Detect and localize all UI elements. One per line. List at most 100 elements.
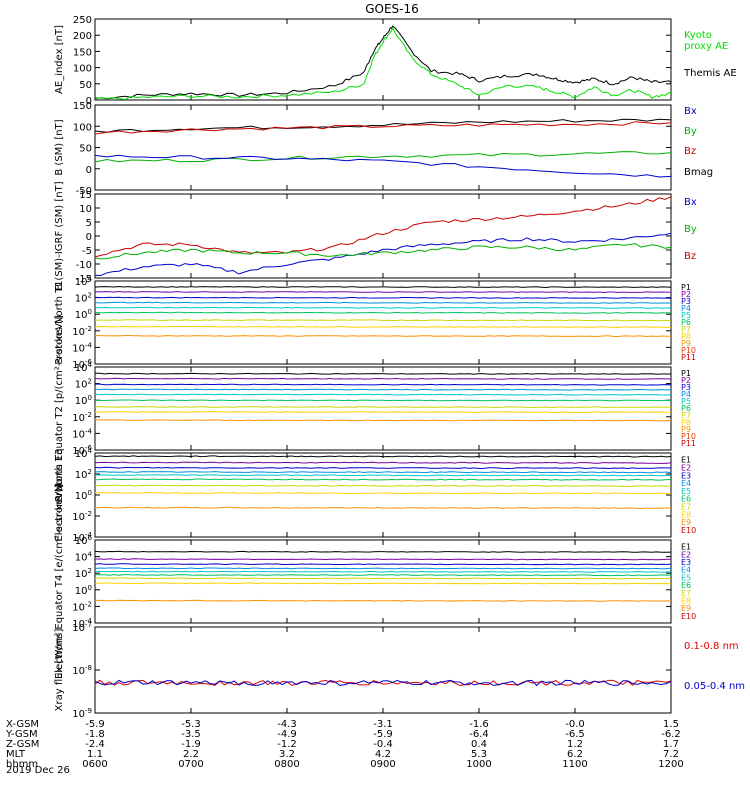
x-row-value: 1.7 — [663, 739, 679, 750]
y-axis-label: Electrons North T3 — [54, 448, 65, 541]
y-axis-label: Protons North T1 — [54, 280, 65, 364]
y-tick-exponent: 0 — [88, 584, 92, 592]
x-row-value: 0900 — [370, 759, 395, 770]
x-row-value: 1.2 — [567, 739, 583, 750]
flux-line-8 — [94, 491, 672, 495]
x-row-value: -5.3 — [181, 719, 201, 730]
panel-frame — [94, 18, 672, 101]
panel-1: 0 50 100 150 200 250 AE_index [nT] Kyoto proxy A… — [54, 15, 737, 107]
x-row-value: 6.2 — [567, 749, 583, 760]
legend-entry: E10 — [681, 526, 696, 535]
x-row-value: -0.4 — [373, 739, 393, 750]
legend-entry: P6 — [681, 318, 691, 327]
y-tick-label: 102 — [75, 378, 92, 391]
legend-entry: P11 — [681, 439, 696, 448]
y-tick-label: 5 — [86, 218, 92, 229]
legend-entry: E1 — [681, 543, 691, 552]
y-tick-exponent: -8 — [85, 664, 92, 672]
y-tick-label: 10-7 — [72, 621, 92, 634]
legend-line: proxy AE — [684, 41, 728, 52]
flux-line-2 — [94, 461, 672, 464]
y-tick-exponent: 2 — [88, 567, 92, 575]
y-tick-label: 102 — [75, 567, 92, 580]
figure-title: GOES-16 — [365, 2, 419, 16]
legend-entry: E7 — [681, 502, 691, 511]
y-tick-label: 50 — [79, 80, 92, 91]
flux-line-9 — [94, 419, 672, 422]
y-tick-exponent: -9 — [85, 707, 92, 715]
legend-entry: E6 — [681, 495, 691, 504]
legend-entry: E8 — [681, 510, 691, 519]
y-tick-label: -15 — [76, 274, 92, 285]
x-row-value: 0600 — [82, 759, 107, 770]
y-tick-label: 10-2 — [72, 325, 92, 338]
x-row-value: -1.6 — [469, 719, 489, 730]
y-tick-label: 50 — [79, 144, 92, 155]
series-line-bx — [94, 154, 672, 178]
flux-line-1 — [94, 679, 672, 686]
legend-entry: E3 — [681, 471, 691, 480]
y-tick-label: 100 — [75, 489, 92, 502]
y-tick-label: 100 — [73, 64, 92, 75]
panel-frame — [94, 280, 672, 365]
flux-line-8 — [94, 411, 672, 414]
x-row-value: 0800 — [274, 759, 299, 770]
x-row-value: -2.4 — [85, 739, 105, 750]
legend-entry: 0.1-0.8 nm — [684, 641, 739, 652]
y-tick-exponent: -4 — [85, 341, 93, 349]
legend-entry: P7 — [681, 325, 691, 334]
series-line-by — [94, 242, 672, 260]
y-tick-label: 100 — [73, 122, 92, 133]
legend-entry: P1 — [681, 283, 691, 292]
legend-entry: E2 — [681, 463, 691, 472]
flux-line-1 — [95, 372, 672, 375]
y-tick-exponent: -2 — [85, 411, 92, 419]
y-tick-exponent: 4 — [88, 361, 93, 369]
x-row-value: 5.3 — [471, 749, 487, 760]
legend-entry: P3 — [681, 383, 691, 392]
legend-entry: E8 — [681, 597, 691, 606]
y-tick-label: 104 — [75, 361, 93, 374]
x-row-value: 2.2 — [183, 749, 199, 760]
legend-entry: By — [684, 126, 697, 137]
x-row-value: -4.3 — [277, 719, 297, 730]
flux-line-1 — [94, 455, 672, 458]
y-tick-label: 10-2 — [72, 411, 92, 424]
legend-entry: Bx — [684, 197, 697, 208]
legend-entry: P3 — [681, 297, 691, 306]
series-line-by — [94, 151, 672, 163]
y-axis-label: Electrons Equator T4 [e/(cm²-s-sr-keV)] — [54, 484, 65, 679]
flux-line-6 — [94, 311, 672, 314]
flux-line-4 — [94, 567, 672, 570]
legend-entry: P8 — [681, 332, 691, 341]
legend-entry: E3 — [681, 558, 691, 567]
x-row-value: 0.4 — [471, 739, 487, 750]
y-tick-exponent: 0 — [88, 489, 92, 497]
flux-line-3 — [94, 466, 672, 470]
x-row-value: -5.9 — [373, 729, 393, 740]
x-row-label: X-GSM — [6, 719, 39, 730]
legend-entry: Bx — [684, 106, 697, 117]
y-tick-label: 10-8 — [72, 664, 92, 677]
legend-entry: P2 — [681, 290, 691, 299]
flux-line-9 — [95, 599, 672, 602]
x-row-label: MLT — [6, 749, 26, 760]
legend-entry: E4 — [681, 566, 691, 575]
flux-line-9 — [94, 506, 672, 510]
y-tick-exponent: 4 — [88, 551, 93, 559]
legend-entry: E2 — [681, 550, 691, 559]
x-row-label: Y-GSM — [5, 729, 38, 740]
y-tick-exponent: -6 — [85, 444, 93, 452]
flux-line-5 — [94, 474, 671, 477]
y-tick-exponent: -4 — [85, 531, 93, 539]
x-row-value: 1000 — [466, 759, 491, 770]
y-tick-exponent: 2 — [88, 292, 92, 300]
y-tick-label: 102 — [75, 468, 92, 481]
legend-entry: 0.05-0.4 nm — [684, 681, 745, 692]
legend-entry: P9 — [681, 425, 691, 434]
y-tick-label: 15 — [79, 190, 92, 201]
